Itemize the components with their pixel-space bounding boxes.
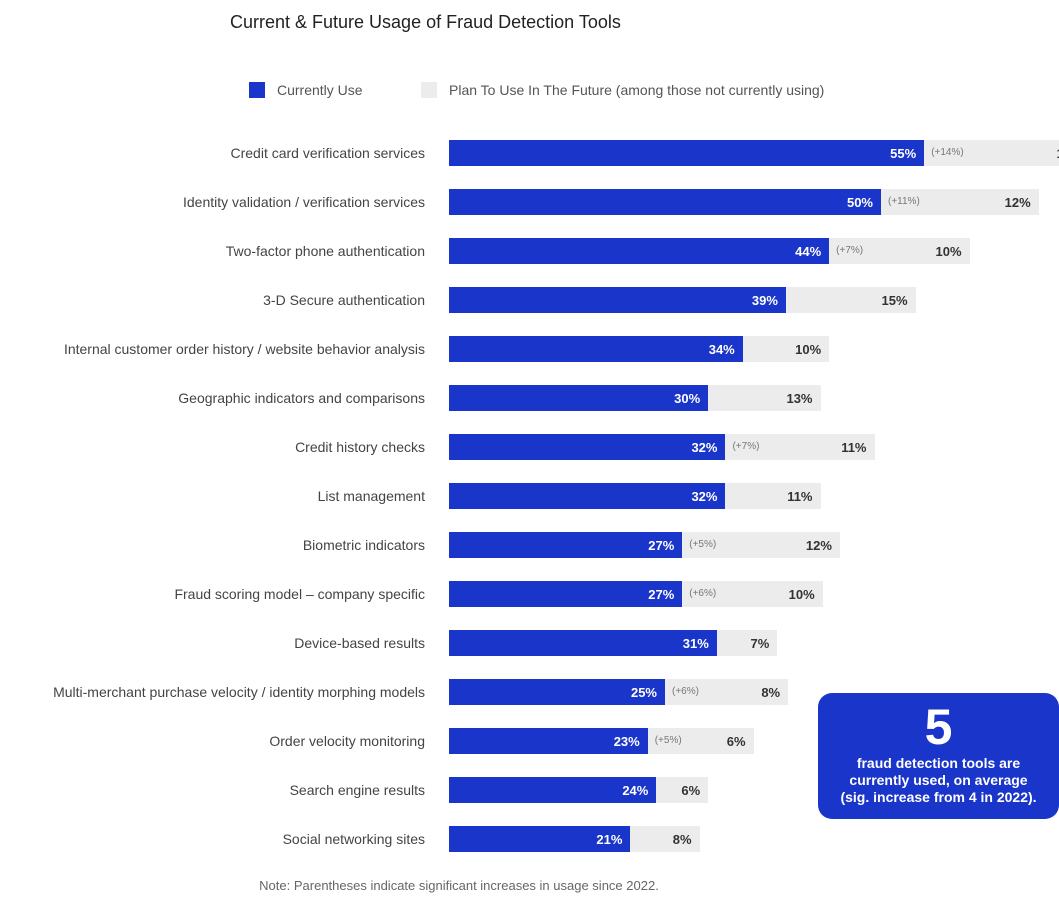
increase-label: (+6%) — [689, 588, 717, 599]
bar-current: 50% — [449, 189, 881, 215]
chart-title: Current & Future Usage of Fraud Detectio… — [230, 12, 621, 32]
bar-current: 44% — [449, 238, 830, 264]
category-label: Geographic indicators and comparisons — [178, 390, 425, 406]
legend-item-plan-to-use: Plan To Use In The Future (among those n… — [421, 82, 824, 98]
category-label: Credit card verification services — [230, 145, 425, 161]
bar-current: 24% — [449, 777, 657, 803]
category-label: 3-D Secure authentication — [263, 292, 425, 308]
bar-future: 10% — [742, 336, 830, 362]
legend-item-currently-use: Currently Use — [249, 82, 363, 98]
increase-label: (+7%) — [836, 245, 864, 256]
category-label: Biometric indicators — [302, 537, 425, 553]
bar-future: 6% — [656, 777, 709, 803]
increase-label: (+14%) — [931, 147, 964, 158]
category-label: Fraud scoring model – company specific — [174, 586, 425, 602]
increase-label: (+6%) — [672, 686, 699, 697]
callout-text-line-3: (sig. increase from 4 in 2022). — [840, 789, 1037, 805]
legend-label-plan-to-use: Plan To Use In The Future (among those n… — [449, 82, 825, 98]
bar-future: 13% — [708, 385, 821, 411]
increase-label: (+5%) — [689, 539, 717, 550]
increase-label: (+11%) — [888, 196, 920, 207]
category-label: Device-based results — [294, 635, 425, 651]
category-label: Multi-merchant purchase velocity / ident… — [53, 684, 425, 700]
bar-future: 10% — [682, 581, 823, 607]
chart-note: Note: Parentheses indicate significant i… — [259, 878, 659, 893]
category-label: List management — [317, 488, 425, 504]
legend-label-currently-use: Currently Use — [277, 82, 363, 98]
bar-future: 13% — [924, 140, 1059, 166]
bar-current: 27% — [449, 532, 683, 558]
average-tools-callout: 5 fraud detection tools are currently us… — [818, 693, 1059, 819]
callout-text-line-1: fraud detection tools are — [856, 755, 1021, 771]
bar-current: 34% — [449, 336, 743, 362]
bar-future: 11% — [725, 483, 821, 509]
bar-future: 12% — [881, 189, 1039, 215]
bar-current: 39% — [449, 287, 786, 313]
bar-future: 10% — [829, 238, 970, 264]
bar-future: 15% — [785, 287, 916, 313]
bar-future: 7% — [716, 630, 778, 656]
category-label: Search engine results — [289, 782, 425, 798]
category-label: Two-factor phone authentication — [225, 243, 425, 259]
category-label: Order velocity monitoring — [269, 733, 425, 749]
callout-text-line-2: currently used, on average — [849, 772, 1028, 788]
category-label: Social networking sites — [282, 831, 425, 847]
bar-current: 25% — [449, 679, 665, 705]
bar-future: 11% — [725, 434, 875, 460]
category-label: Credit history checks — [295, 439, 425, 455]
bar-future: 6% — [647, 728, 754, 754]
bar-current: 30% — [449, 385, 709, 411]
increase-label: (+7%) — [732, 441, 760, 452]
bar-current: 32% — [449, 434, 726, 460]
bar-future: 8% — [630, 826, 700, 852]
increase-label: (+5%) — [654, 735, 682, 746]
bar-current: 31% — [449, 630, 717, 656]
bar-current: 23% — [449, 728, 648, 754]
callout-number: 5 — [924, 699, 953, 755]
bar-current: 55% — [449, 140, 925, 166]
bar-current: 21% — [449, 826, 631, 852]
bar-future: 8% — [665, 679, 789, 705]
bar-future: 12% — [682, 532, 840, 558]
legend-swatch-currently-use — [249, 82, 265, 98]
bar-current: 32% — [449, 483, 726, 509]
category-label: Identity validation / verification servi… — [183, 194, 425, 210]
bar-current: 27% — [449, 581, 683, 607]
category-label: Internal customer order history / websit… — [63, 341, 425, 357]
legend-swatch-plan-to-use — [421, 82, 437, 98]
